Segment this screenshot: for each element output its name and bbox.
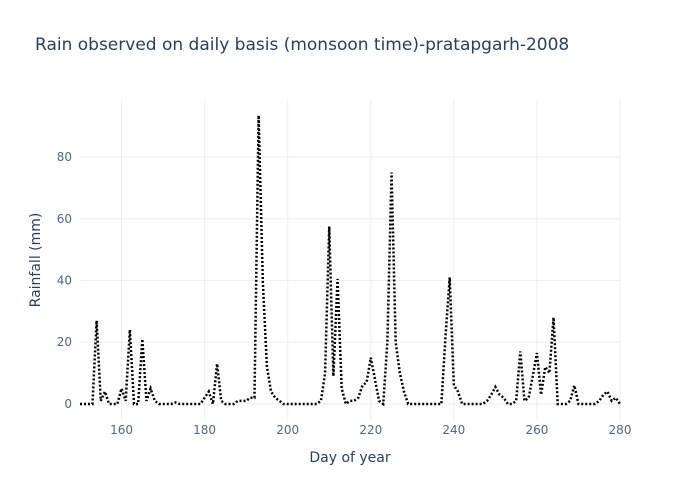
data-line: [80, 115, 622, 407]
y-tick-label: 60: [57, 212, 72, 226]
x-tick-label: 180: [193, 423, 216, 437]
y-tick-label: 20: [57, 335, 72, 349]
x-tick-label: 160: [110, 423, 133, 437]
chart-title: Rain observed on daily basis (monsoon ti…: [35, 35, 569, 55]
y-tick-label: 40: [57, 274, 72, 288]
y-axis-title: Rainfall (mm): [28, 213, 44, 308]
x-axis-title: Day of year: [309, 450, 391, 466]
x-tick-label: 280: [609, 423, 632, 437]
x-tick-label: 220: [359, 423, 382, 437]
x-tick-label: 240: [442, 423, 465, 437]
y-tick-label: 80: [57, 150, 72, 164]
x-tick-label: 200: [276, 423, 299, 437]
x-tick-label: 260: [525, 423, 548, 437]
y-tick-label: 0: [64, 397, 72, 411]
